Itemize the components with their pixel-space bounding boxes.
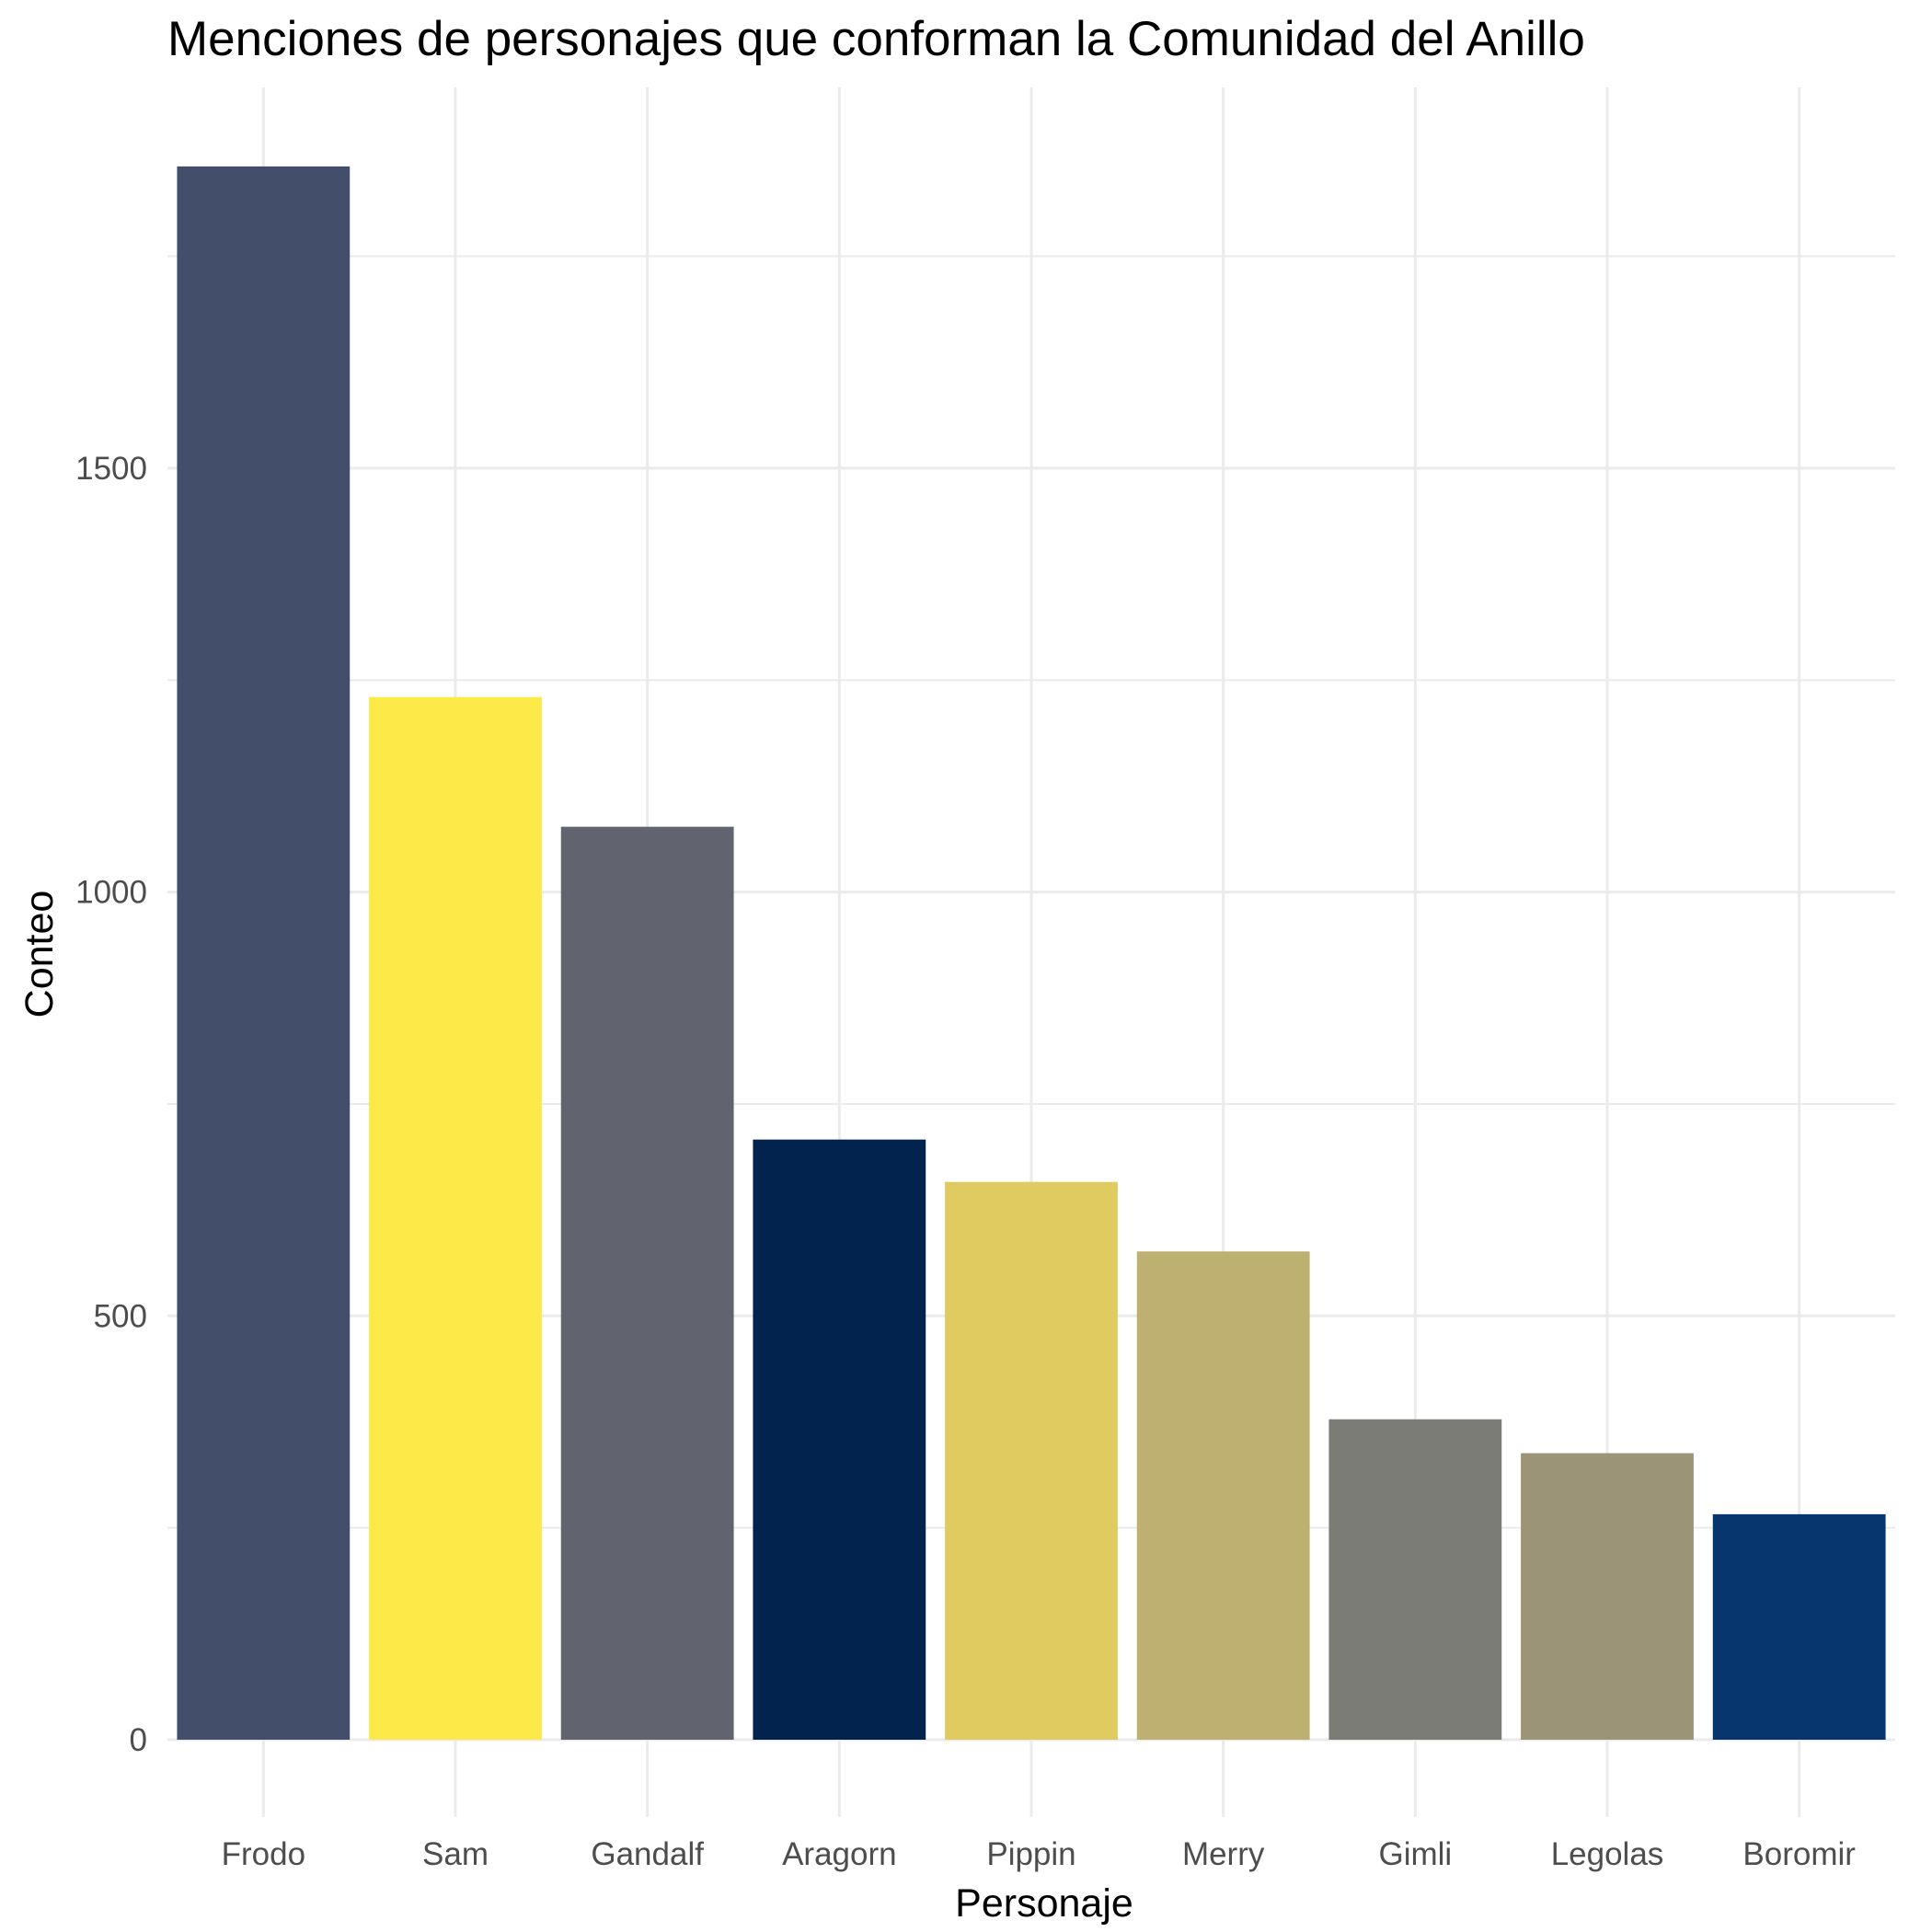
bar-merry	[1136, 1251, 1310, 1740]
y-tick-label: 500	[94, 1298, 147, 1334]
bars	[177, 166, 1886, 1741]
bar-aragorn	[753, 1139, 926, 1740]
y-tick-label: 0	[130, 1722, 147, 1758]
x-tick-label: Merry	[1182, 1836, 1265, 1872]
y-tick-label: 1500	[75, 451, 147, 487]
bar-gimli	[1328, 1419, 1502, 1740]
bar-legolas	[1521, 1453, 1694, 1740]
x-tick-label: Sam	[422, 1836, 489, 1872]
y-tick-label: 1000	[75, 875, 147, 911]
y-axis-title: Conteo	[17, 891, 62, 1018]
bar-pippin	[945, 1181, 1118, 1740]
bar-sam	[369, 696, 542, 1740]
chart-title: Menciones de personajes que conforman la…	[167, 12, 1585, 66]
y-axis-ticks: 0 500 1000 1500	[75, 451, 147, 1758]
bar-gandalf	[560, 826, 734, 1740]
x-axis-title: Personaje	[955, 1881, 1133, 1926]
bar-frodo	[177, 166, 351, 1741]
x-tick-label: Aragorn	[782, 1836, 897, 1872]
x-tick-label: Legolas	[1551, 1836, 1664, 1872]
x-tick-label: Gimli	[1378, 1836, 1452, 1872]
bar-boromir	[1712, 1513, 1886, 1740]
x-tick-label: Gandalf	[591, 1836, 704, 1872]
x-tick-label: Pippin	[986, 1836, 1075, 1872]
x-axis-ticks: Frodo Sam Gandalf Aragorn Pippin Merry Gimli Le…	[222, 1836, 1857, 1872]
x-tick-label: Frodo	[222, 1836, 305, 1872]
x-tick-label: Boromir	[1742, 1836, 1856, 1872]
